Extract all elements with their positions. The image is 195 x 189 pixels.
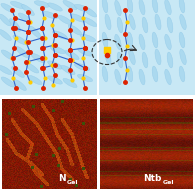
- Ellipse shape: [152, 32, 158, 48]
- Ellipse shape: [155, 14, 161, 30]
- Ellipse shape: [139, 69, 145, 85]
- Ellipse shape: [63, 78, 77, 88]
- Ellipse shape: [13, 35, 27, 45]
- Ellipse shape: [74, 4, 90, 12]
- Ellipse shape: [117, 17, 123, 33]
- Ellipse shape: [165, 34, 171, 50]
- Ellipse shape: [0, 14, 11, 26]
- Ellipse shape: [65, 50, 79, 60]
- FancyBboxPatch shape: [0, 0, 195, 95]
- Ellipse shape: [102, 0, 108, 13]
- Ellipse shape: [48, 61, 62, 69]
- Ellipse shape: [117, 52, 123, 68]
- Ellipse shape: [16, 46, 28, 57]
- Ellipse shape: [51, 46, 66, 54]
- Ellipse shape: [14, 80, 26, 91]
- Ellipse shape: [179, 0, 185, 13]
- Ellipse shape: [167, 52, 173, 68]
- Ellipse shape: [48, 3, 62, 11]
- Ellipse shape: [80, 34, 96, 42]
- Ellipse shape: [179, 32, 185, 48]
- Ellipse shape: [167, 17, 173, 33]
- Ellipse shape: [61, 65, 75, 75]
- Ellipse shape: [102, 66, 108, 82]
- Ellipse shape: [28, 75, 42, 84]
- Ellipse shape: [25, 63, 39, 73]
- Ellipse shape: [53, 31, 67, 39]
- Ellipse shape: [63, 0, 77, 10]
- Ellipse shape: [31, 53, 45, 63]
- Ellipse shape: [0, 65, 12, 75]
- Ellipse shape: [1, 77, 15, 87]
- Text: Gel: Gel: [67, 180, 79, 185]
- Ellipse shape: [152, 66, 158, 82]
- Ellipse shape: [139, 0, 145, 15]
- Text: N: N: [58, 174, 66, 183]
- Ellipse shape: [71, 14, 85, 22]
- Ellipse shape: [127, 66, 133, 82]
- Ellipse shape: [48, 76, 62, 84]
- Ellipse shape: [1, 3, 15, 13]
- Ellipse shape: [142, 17, 148, 33]
- Ellipse shape: [83, 7, 97, 17]
- Text: Gel: Gel: [163, 180, 175, 185]
- Ellipse shape: [180, 14, 186, 30]
- Ellipse shape: [77, 74, 93, 82]
- Text: Ntb: Ntb: [143, 174, 161, 183]
- Ellipse shape: [127, 0, 133, 13]
- Ellipse shape: [78, 48, 92, 56]
- Ellipse shape: [10, 1, 26, 9]
- Ellipse shape: [83, 17, 97, 27]
- Ellipse shape: [115, 69, 121, 85]
- Ellipse shape: [102, 32, 108, 48]
- Ellipse shape: [29, 26, 41, 38]
- Ellipse shape: [1, 50, 15, 60]
- Ellipse shape: [22, 5, 34, 15]
- Ellipse shape: [165, 69, 171, 85]
- Ellipse shape: [115, 0, 121, 16]
- Ellipse shape: [165, 0, 171, 15]
- Ellipse shape: [43, 11, 58, 19]
- Ellipse shape: [12, 67, 24, 77]
- Ellipse shape: [105, 49, 111, 65]
- Ellipse shape: [129, 49, 135, 65]
- Ellipse shape: [0, 29, 11, 40]
- Ellipse shape: [115, 34, 121, 50]
- Ellipse shape: [179, 66, 185, 82]
- Ellipse shape: [127, 32, 133, 48]
- Ellipse shape: [142, 52, 148, 68]
- Ellipse shape: [129, 14, 135, 30]
- Ellipse shape: [68, 25, 82, 35]
- Ellipse shape: [105, 14, 111, 30]
- Ellipse shape: [18, 13, 32, 23]
- Ellipse shape: [139, 34, 145, 50]
- Ellipse shape: [74, 63, 90, 71]
- Ellipse shape: [10, 19, 20, 31]
- Ellipse shape: [155, 49, 161, 65]
- Ellipse shape: [58, 15, 72, 25]
- Ellipse shape: [152, 0, 158, 13]
- Ellipse shape: [34, 1, 50, 7]
- Ellipse shape: [180, 49, 186, 65]
